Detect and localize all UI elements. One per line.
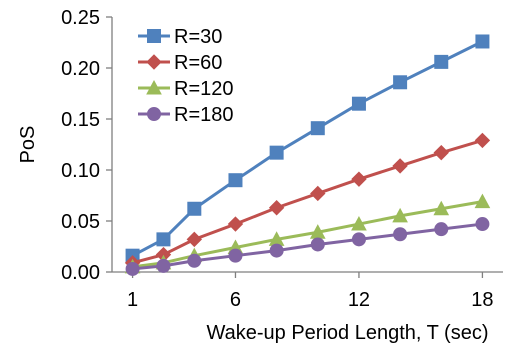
series-r-120 xyxy=(124,193,491,274)
legend-marker xyxy=(146,79,162,95)
legend-entry: R=30 xyxy=(138,26,222,48)
data-point xyxy=(351,216,367,231)
legend-marker xyxy=(147,107,161,121)
series-r-180 xyxy=(125,217,490,276)
data-point xyxy=(269,145,284,160)
x-tick-label: 18 xyxy=(471,289,493,311)
legend-label: R=180 xyxy=(174,104,234,126)
data-point xyxy=(351,171,367,187)
legend-marker xyxy=(146,54,162,70)
y-tick-label: 0.00 xyxy=(61,262,100,284)
data-point xyxy=(392,207,408,223)
series-line xyxy=(132,200,483,269)
data-point xyxy=(228,173,243,188)
data-point xyxy=(227,216,244,232)
axes: 0.00 0.05 0.10 0.15 0.20 0.25 1 6 12 18 xyxy=(61,7,503,311)
data-point xyxy=(310,237,325,252)
data-point xyxy=(187,253,202,268)
data-point xyxy=(269,243,284,258)
data-point xyxy=(433,200,450,216)
data-point xyxy=(392,158,408,174)
data-point xyxy=(475,34,490,49)
x-axis-label: Wake-up Period Length, T (sec) xyxy=(207,322,489,344)
data-point xyxy=(186,231,203,248)
data-point xyxy=(393,75,408,90)
data-point xyxy=(310,121,325,136)
series-layer xyxy=(124,34,491,276)
y-tick-label: 0.15 xyxy=(61,109,100,131)
data-point xyxy=(393,227,408,242)
legend-entry: R=180 xyxy=(138,104,234,126)
data-point xyxy=(474,193,491,209)
y-axis-label: PoS xyxy=(17,126,39,164)
data-point xyxy=(228,248,243,263)
y-tick-label: 0.10 xyxy=(61,160,100,182)
data-point xyxy=(434,222,449,237)
series-line xyxy=(132,138,483,265)
legend-label: R=60 xyxy=(174,52,222,74)
data-point xyxy=(156,232,171,247)
series-r-30 xyxy=(125,34,490,263)
legend-entry: R=60 xyxy=(138,52,222,74)
data-point xyxy=(187,201,202,216)
data-point xyxy=(268,200,285,216)
x-tick-label: 1 xyxy=(127,289,138,311)
data-point xyxy=(351,232,366,247)
y-tick-label: 0.20 xyxy=(61,58,100,80)
data-point xyxy=(433,144,449,161)
data-point xyxy=(434,54,449,69)
y-tick-label: 0.25 xyxy=(61,7,100,29)
x-tick-label: 6 xyxy=(230,289,241,311)
x-tick-label: 12 xyxy=(348,289,370,311)
data-point xyxy=(351,96,366,111)
data-point xyxy=(475,217,490,232)
legend-label: R=30 xyxy=(174,26,222,48)
data-point xyxy=(474,132,491,149)
legend: R=30 R=60 R=120 R=180 xyxy=(138,26,234,126)
series-r-60 xyxy=(124,132,491,271)
legend-entry: R=120 xyxy=(138,78,234,100)
legend-marker xyxy=(147,29,161,43)
data-point xyxy=(156,258,171,273)
data-point xyxy=(310,185,326,202)
data-point xyxy=(125,261,140,276)
y-tick-label: 0.05 xyxy=(61,211,100,233)
series-line xyxy=(132,222,483,271)
series-line xyxy=(131,40,484,258)
legend-label: R=120 xyxy=(174,78,234,100)
